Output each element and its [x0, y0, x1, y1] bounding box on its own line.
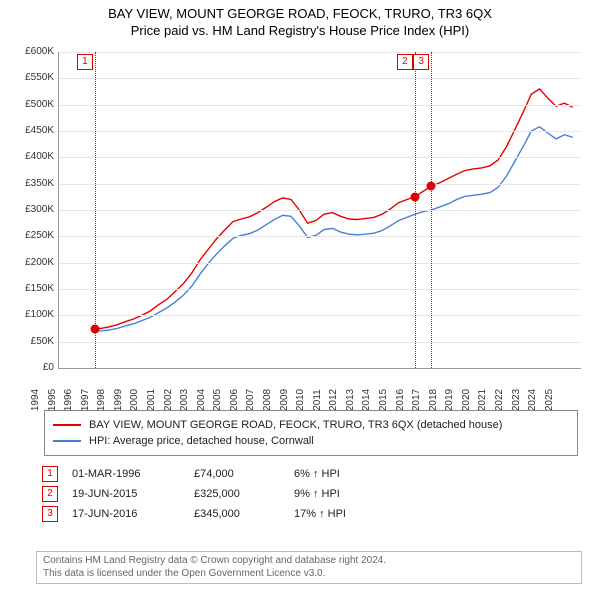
legend-label: HPI: Average price, detached house, Corn…: [89, 435, 314, 447]
price-marker-label: 2: [397, 54, 413, 70]
y-axis-label: £100K: [10, 309, 54, 320]
price-marker-label: 3: [413, 54, 429, 70]
gridline: [59, 315, 581, 316]
gridline: [59, 236, 581, 237]
gridline: [59, 342, 581, 343]
gridline: [59, 263, 581, 264]
y-axis-label: £300K: [10, 204, 54, 215]
event-diff: 6% ↑ HPI: [294, 468, 340, 480]
price-marker-dot: [90, 325, 99, 334]
reference-line: [95, 52, 96, 368]
title-main: BAY VIEW, MOUNT GEORGE ROAD, FEOCK, TRUR…: [0, 6, 600, 21]
event-marker-box: 3: [42, 506, 58, 522]
reference-line: [431, 52, 432, 368]
y-axis-label: £500K: [10, 99, 54, 110]
event-marker-box: 2: [42, 486, 58, 502]
event-price: £345,000: [194, 508, 294, 520]
y-axis-label: £150K: [10, 283, 54, 294]
event-date: 19-JUN-2015: [72, 488, 194, 500]
chart: 1 23 £0 £50K £100K £150K £200K £250K £300K £350K…: [10, 48, 590, 400]
y-axis-label: £600K: [10, 46, 54, 57]
y-axis-label: £200K: [10, 257, 54, 268]
gridline: [59, 131, 581, 132]
price-marker-dot: [427, 182, 436, 191]
legend-row: HPI: Average price, detached house, Corn…: [53, 433, 569, 449]
price-marker-label: 1: [77, 54, 93, 70]
legend-swatch: [53, 440, 81, 442]
gridline: [59, 105, 581, 106]
legend-row: BAY VIEW, MOUNT GEORGE ROAD, FEOCK, TRUR…: [53, 417, 569, 433]
price-marker-dot: [410, 192, 419, 201]
gridline: [59, 157, 581, 158]
y-axis-label: £400K: [10, 151, 54, 162]
legend-swatch: [53, 424, 81, 426]
legend-label: BAY VIEW, MOUNT GEORGE ROAD, FEOCK, TRUR…: [89, 419, 502, 431]
reference-line: [415, 52, 416, 368]
event-row: 2 19-JUN-2015£325,0009% ↑ HPI: [36, 484, 564, 504]
event-date: 01-MAR-1996: [72, 468, 194, 480]
gridline: [59, 184, 581, 185]
gridline: [59, 52, 581, 53]
title-sub: Price paid vs. HM Land Registry's House …: [0, 23, 600, 38]
event-diff: 17% ↑ HPI: [294, 508, 346, 520]
y-axis-label: £0: [10, 362, 54, 373]
footer-line-2: This data is licensed under the Open Gov…: [43, 568, 575, 581]
series-line: [95, 89, 573, 329]
footer: Contains HM Land Registry data © Crown c…: [36, 551, 582, 584]
y-axis-label: £250K: [10, 230, 54, 241]
gridline: [59, 210, 581, 211]
y-axis-label: £550K: [10, 72, 54, 83]
titles: BAY VIEW, MOUNT GEORGE ROAD, FEOCK, TRUR…: [0, 0, 600, 38]
event-marker-box: 1: [42, 466, 58, 482]
y-axis-label: £350K: [10, 178, 54, 189]
footer-line-1: Contains HM Land Registry data © Crown c…: [43, 555, 575, 568]
event-row: 3 17-JUN-2016£345,00017% ↑ HPI: [36, 504, 564, 524]
plot-area: 1 23: [58, 52, 581, 369]
events-table: 1 01-MAR-1996£74,0006% ↑ HPI 2 19-JUN-2015£…: [36, 464, 564, 524]
gridline: [59, 289, 581, 290]
y-axis-label: £450K: [10, 125, 54, 136]
event-date: 17-JUN-2016: [72, 508, 194, 520]
event-diff: 9% ↑ HPI: [294, 488, 340, 500]
legend: BAY VIEW, MOUNT GEORGE ROAD, FEOCK, TRUR…: [44, 410, 578, 456]
event-row: 1 01-MAR-1996£74,0006% ↑ HPI: [36, 464, 564, 484]
event-price: £74,000: [194, 468, 294, 480]
page: BAY VIEW, MOUNT GEORGE ROAD, FEOCK, TRUR…: [0, 0, 600, 590]
event-price: £325,000: [194, 488, 294, 500]
gridline: [59, 78, 581, 79]
y-axis-label: £50K: [10, 336, 54, 347]
